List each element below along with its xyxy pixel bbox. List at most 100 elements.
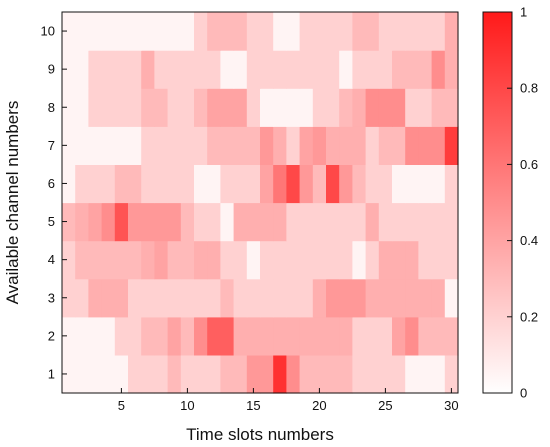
heatmap-cell	[418, 164, 433, 204]
heatmap-cell	[207, 316, 221, 356]
heatmap-cell	[444, 240, 459, 280]
heatmap-cell	[101, 164, 116, 204]
heatmap-cell	[405, 278, 419, 318]
heatmap-cell	[180, 126, 195, 165]
heatmap-cell	[154, 126, 169, 165]
heatmap-cell	[128, 50, 142, 89]
heatmap-cell	[114, 354, 129, 394]
heatmap-cell	[62, 316, 76, 356]
heatmap-cell	[207, 88, 221, 127]
heatmap-cell	[233, 88, 248, 127]
y-tick-label: 10	[41, 24, 55, 39]
heatmap-cell	[352, 12, 367, 51]
heatmap-cell	[405, 88, 419, 127]
heatmap-cell	[260, 88, 274, 127]
x-tick-label: 30	[444, 398, 458, 413]
heatmap-cell	[233, 50, 248, 89]
heatmap-cell	[141, 354, 155, 394]
heatmap-cell	[75, 12, 89, 51]
heatmap-cell	[233, 202, 248, 242]
heatmap-cell	[260, 126, 274, 165]
heatmap-cell	[101, 88, 116, 127]
heatmap-cell	[88, 316, 103, 356]
heatmap-cells	[62, 12, 459, 394]
heatmap-cell	[167, 240, 182, 280]
y-tick-label: 7	[48, 138, 55, 153]
heatmap-cell	[312, 240, 327, 280]
heatmap-cell	[246, 202, 261, 242]
heatmap-cell	[154, 88, 169, 127]
heatmap-cell	[444, 278, 459, 318]
heatmap-cell	[326, 278, 340, 318]
heatmap-cell	[233, 278, 248, 318]
heatmap-cell	[128, 202, 142, 242]
heatmap-cell	[62, 278, 76, 318]
heatmap-cell	[299, 240, 314, 280]
y-tick-label: 2	[48, 328, 55, 343]
heatmap-cell	[444, 164, 459, 204]
heatmap-cell	[154, 50, 169, 89]
heatmap-cell	[101, 126, 116, 165]
heatmap-cell	[167, 278, 182, 318]
heatmap-cell	[392, 240, 406, 280]
heatmap-cell	[194, 316, 208, 356]
heatmap-cell	[246, 240, 261, 280]
heatmap-cell	[444, 202, 459, 242]
heatmap-cell	[392, 12, 406, 51]
heatmap-cell	[167, 12, 182, 51]
colorbar-tick-label: 0.2	[520, 309, 538, 324]
heatmap-cell	[418, 50, 433, 89]
heatmap-cell	[339, 202, 353, 242]
heatmap-cell	[431, 354, 446, 394]
heatmap-cell	[352, 164, 367, 204]
heatmap-cell	[339, 278, 353, 318]
heatmap-cell	[378, 278, 393, 318]
heatmap-cell	[141, 240, 155, 280]
heatmap-cell	[352, 50, 367, 89]
heatmap-cell	[392, 316, 406, 356]
heatmap-cell	[194, 278, 208, 318]
heatmap-cell	[312, 12, 327, 51]
heatmap-cell	[286, 316, 301, 356]
heatmap-cell	[114, 12, 129, 51]
heatmap-cell	[418, 202, 433, 242]
heatmap-cell	[352, 240, 367, 280]
heatmap-cell	[339, 164, 353, 204]
heatmap-cell	[352, 354, 367, 394]
heatmap-cell	[299, 316, 314, 356]
x-tick-label: 5	[118, 398, 125, 413]
heatmap-cell	[88, 354, 103, 394]
heatmap-cell	[101, 202, 116, 242]
heatmap-cell	[339, 316, 353, 356]
heatmap-cell	[326, 12, 340, 51]
heatmap-cell	[246, 50, 261, 89]
heatmap-cell	[62, 202, 76, 242]
heatmap-cell	[431, 316, 446, 356]
heatmap-cell	[75, 50, 89, 89]
heatmap-cell	[378, 354, 393, 394]
heatmap-cell	[339, 126, 353, 165]
colorbar-tick-label: 0	[520, 386, 527, 401]
heatmap-cell	[246, 316, 261, 356]
heatmap-cell	[260, 50, 274, 89]
heatmap-cell	[101, 278, 116, 318]
heatmap-cell	[207, 126, 221, 165]
heatmap-cell	[154, 354, 169, 394]
heatmap-cell	[431, 240, 446, 280]
heatmap-cell	[88, 202, 103, 242]
heatmap-cell	[378, 164, 393, 204]
heatmap-cell	[431, 50, 446, 89]
heatmap-cell	[141, 278, 155, 318]
heatmap-cell	[365, 316, 380, 356]
heatmap-cell	[365, 354, 380, 394]
heatmap-cell	[246, 88, 261, 127]
colorbar-tick-label: 0.8	[520, 81, 538, 96]
heatmap-cell	[312, 164, 327, 204]
heatmap-cell	[194, 240, 208, 280]
heatmap-cell	[154, 278, 169, 318]
heatmap-cell	[220, 354, 235, 394]
heatmap-cell	[88, 50, 103, 89]
heatmap-cell	[233, 240, 248, 280]
x-tick-label: 10	[180, 398, 194, 413]
